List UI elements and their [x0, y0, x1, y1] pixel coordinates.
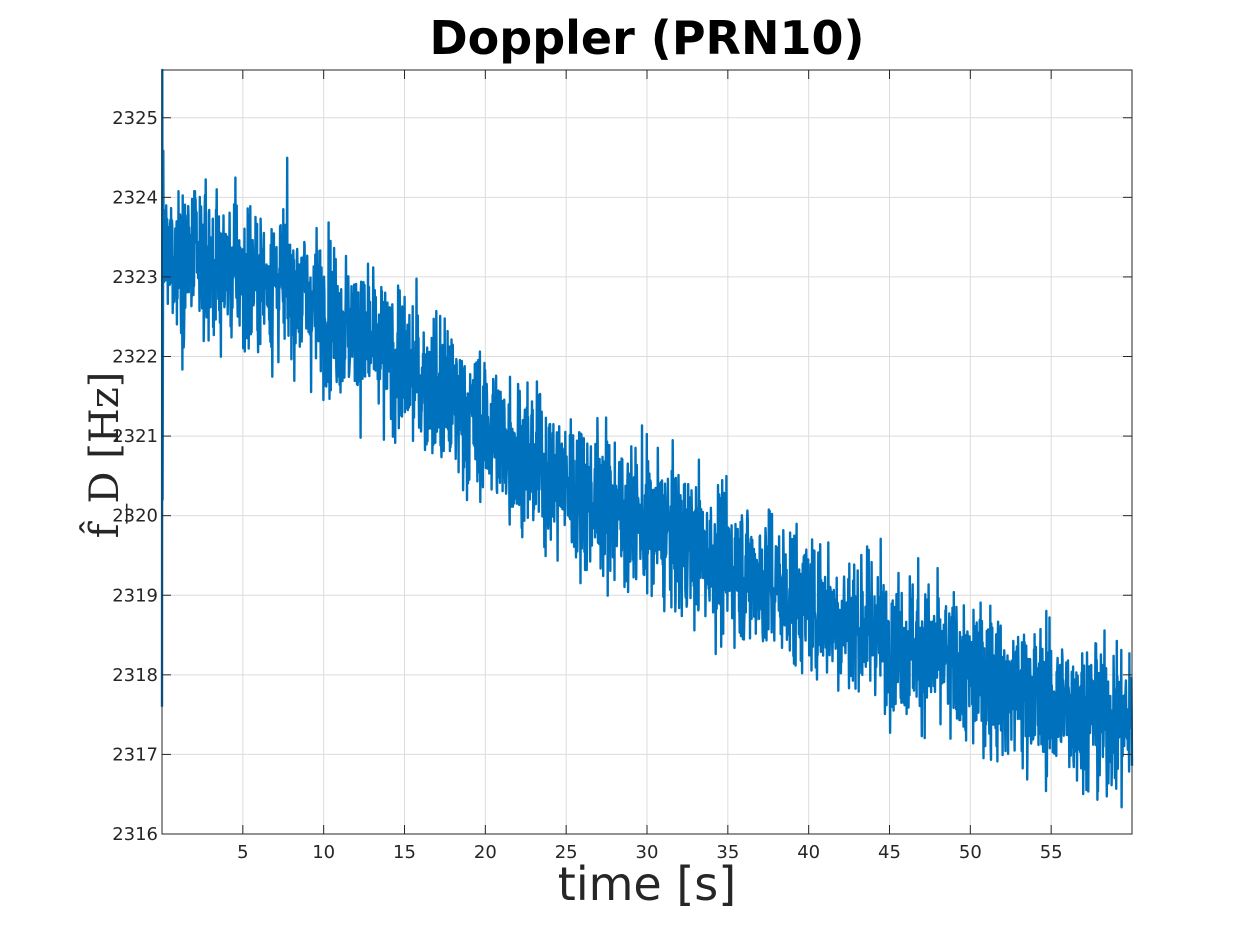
chart-title-text: Doppler (PRN10) — [429, 11, 864, 65]
y-tick-label: 2321 — [112, 426, 158, 447]
series-line — [160, 68, 1134, 809]
chart-title: Doppler (PRN10) — [429, 11, 864, 65]
y-tick-label: 2322 — [112, 347, 158, 368]
y-tick-label: 2324 — [112, 187, 158, 208]
y-tick-label: 2316 — [112, 824, 158, 845]
x-axis-ticks: 5 10 15 20 25 30 35 40 45 50 55 — [237, 70, 1063, 863]
series-group — [160, 68, 1134, 809]
x-tick-label: 10 — [312, 842, 335, 863]
x-tick-label: 35 — [716, 842, 739, 863]
y-tick-label: 2319 — [112, 585, 158, 606]
x-tick-label: 55 — [1040, 842, 1063, 863]
x-tick-label: 5 — [237, 842, 248, 863]
y-tick-label: 2325 — [112, 108, 158, 129]
x-tick-label: 25 — [555, 842, 578, 863]
x-tick-label: 50 — [959, 842, 982, 863]
x-tick-label: 40 — [797, 842, 820, 863]
x-tick-label: 30 — [636, 842, 659, 863]
y-tick-label: 2320 — [112, 506, 158, 527]
y-tick-label: 2323 — [112, 267, 158, 288]
y-tick-label: 2317 — [112, 744, 158, 765]
x-axis-label: time [s] — [558, 857, 736, 911]
y-axis-label: f̂_D [Hz] — [80, 372, 128, 539]
y-tick-label: 2318 — [112, 665, 158, 686]
x-tick-label: 20 — [474, 842, 497, 863]
x-tick-label: 15 — [393, 842, 416, 863]
x-tick-label: 45 — [878, 842, 901, 863]
y-axis-ticks: 2316 2317 2318 2319 2320 2321 2322 2323 2324 2325 — [112, 108, 1132, 845]
